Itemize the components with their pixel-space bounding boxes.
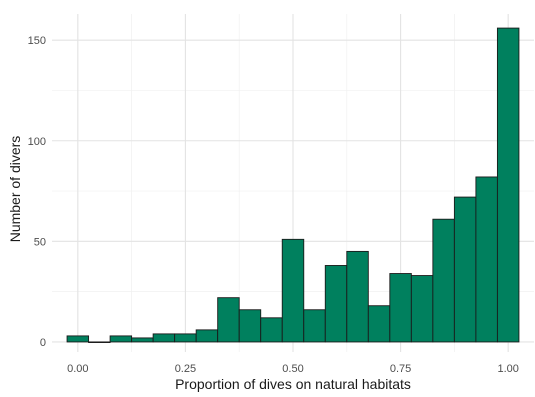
histogram-bar [453,196,477,343]
histogram-bar [346,250,369,343]
histogram-bar [217,297,240,343]
x-tick-label: 0.00 [67,363,88,375]
x-axis-title: Proportion of dives on natural habitats [175,376,411,392]
x-tick-label: 0.75 [390,363,411,375]
histogram-bar [260,317,283,343]
histogram-bar [109,335,133,343]
histogram-bar [475,176,498,343]
y-axis-title: Number of divers [7,136,23,243]
histogram-bar [389,273,412,343]
histogram-bar [88,341,111,343]
histogram-bar [152,333,176,343]
x-tick-label: 0.25 [175,363,196,375]
y-tick-label: 0 [40,337,46,349]
histogram-bar [303,309,326,343]
histogram-bar [66,335,90,343]
x-tick-label: 0.50 [282,363,303,375]
histogram-bar [324,265,348,343]
histogram-bar [131,337,154,343]
y-axis-ticks: 0 50 100 150 [28,35,46,349]
histogram-bar [496,27,520,343]
histogram-bar [281,238,305,343]
histogram-bars [66,27,520,343]
histogram-bar [174,333,197,343]
histogram-bar [367,305,391,343]
x-tick-label: 1.00 [497,363,518,375]
histogram-bar [410,275,434,343]
y-tick-label: 100 [28,136,46,148]
histogram-bar [195,329,219,343]
x-axis-ticks: 0.00 0.25 0.50 0.75 1.00 [67,363,519,375]
y-tick-label: 150 [28,35,46,47]
histogram-bar [432,218,455,343]
histogram-bar [238,309,262,343]
y-tick-label: 50 [34,236,46,248]
